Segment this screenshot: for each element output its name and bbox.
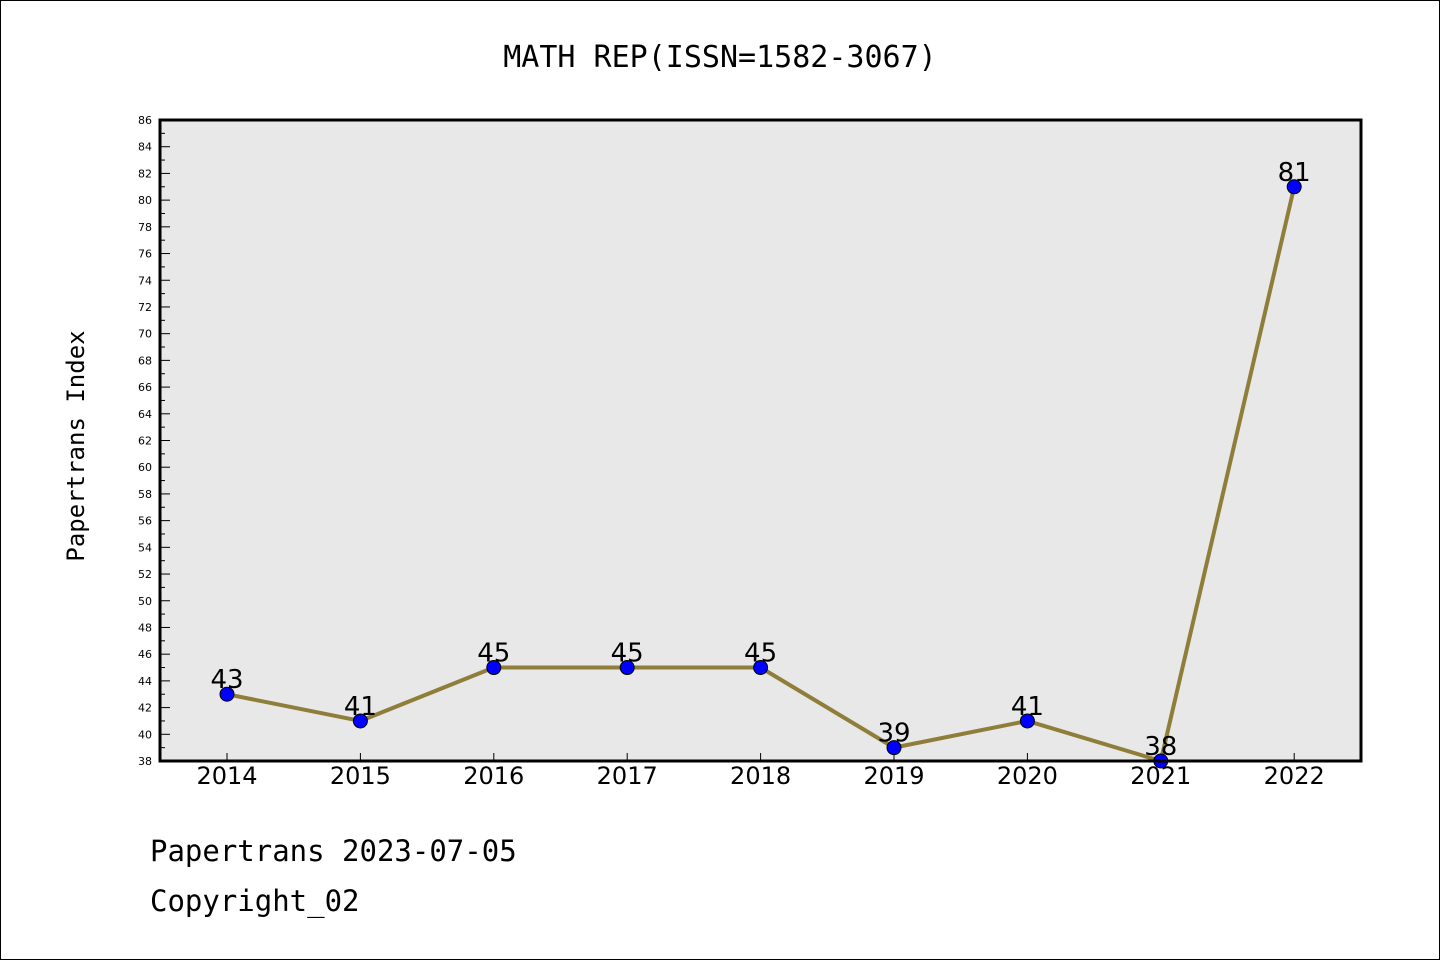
y-tick-label: 76	[138, 248, 152, 261]
x-tick-label: 2022	[1264, 762, 1325, 790]
y-tick-label: 58	[138, 488, 152, 501]
y-tick-label: 78	[138, 221, 152, 234]
y-tick-label: 54	[138, 541, 152, 554]
y-tick-label: 44	[138, 675, 152, 688]
footer-date: Papertrans 2023-07-05	[150, 834, 517, 868]
data-label: 45	[611, 639, 644, 669]
data-point	[352, 713, 368, 729]
y-tick-label: 48	[138, 621, 152, 634]
data-label: 45	[477, 639, 510, 669]
y-tick-label: 60	[138, 461, 152, 474]
x-tick-label: 2019	[863, 762, 924, 790]
x-tick-label: 2020	[997, 762, 1058, 790]
y-tick-label: 86	[138, 114, 152, 127]
plot-area	[160, 120, 1361, 761]
x-tick-label: 2016	[463, 762, 524, 790]
footer-copyright: Copyright_02	[150, 884, 360, 918]
chart-title: MATH REP(ISSN=1582-3067)	[503, 40, 936, 75]
x-tick-label: 2015	[330, 762, 391, 790]
y-tick-label: 72	[138, 301, 152, 314]
data-label: 41	[344, 692, 377, 722]
x-tick-label: 2014	[196, 762, 257, 790]
y-tick-label: 50	[138, 595, 152, 608]
y-tick-label: 74	[138, 274, 152, 287]
y-tick-label: 62	[138, 435, 152, 448]
y-tick-label: 70	[138, 328, 152, 341]
data-point	[886, 740, 902, 756]
data-label: 39	[877, 719, 910, 749]
data-labels: 43 41 45 45 45 39 41 38 81	[210, 158, 1310, 762]
plot-border	[158, 118, 1363, 763]
series-markers	[219, 179, 1302, 769]
data-label: 81	[1278, 158, 1311, 188]
y-tick-label: 46	[138, 648, 152, 661]
y-tick-label: 38	[138, 755, 152, 768]
y-tick-label: 84	[138, 141, 152, 154]
data-point	[1019, 713, 1035, 729]
y-tick-label: 66	[138, 381, 152, 394]
x-tick-label: 2017	[597, 762, 658, 790]
data-label: 38	[1144, 732, 1177, 762]
y-tick-label: 42	[138, 702, 152, 715]
y-tick-label: 52	[138, 568, 152, 581]
data-point	[486, 660, 502, 676]
y-axis-ticks: 38 40 42 44 46 48 50 52 54 56 58 60 62 64 66 68 70 72 74 76…	[138, 114, 170, 768]
y-tick-label: 56	[138, 515, 152, 528]
y-tick-label: 82	[138, 167, 152, 180]
data-label: 45	[744, 639, 777, 669]
y-tick-label: 40	[138, 728, 152, 741]
data-point	[619, 660, 635, 676]
data-label: 41	[1011, 692, 1044, 722]
x-tick-label: 2018	[730, 762, 791, 790]
y-tick-label: 68	[138, 354, 152, 367]
x-axis-ticks: 2014 2015 2016 2017 2018 2019 2020 2021 2022	[196, 753, 1325, 790]
y-tick-label: 80	[138, 194, 152, 207]
data-point	[219, 686, 235, 702]
y-tick-label: 64	[138, 408, 152, 421]
data-point	[753, 660, 769, 676]
data-point	[1286, 179, 1302, 195]
data-label: 43	[210, 665, 243, 695]
y-axis-label: Papertrans Index	[62, 330, 90, 561]
